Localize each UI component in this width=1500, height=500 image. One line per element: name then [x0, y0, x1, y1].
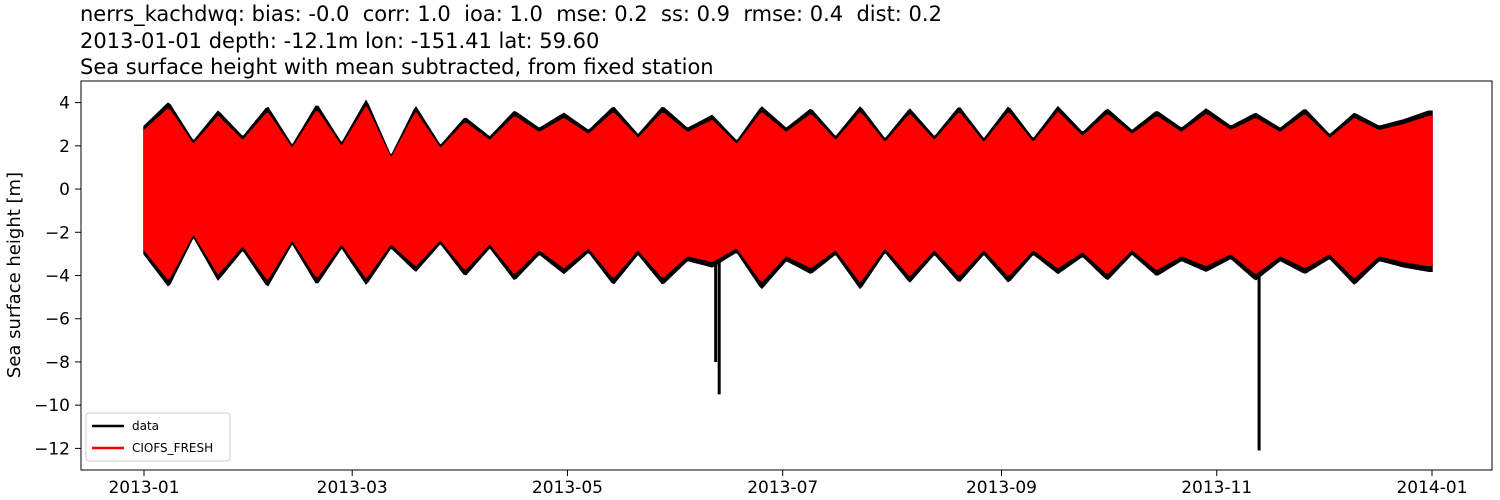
x-tick-label: 2013-01	[108, 478, 179, 498]
y-tick-label: 4	[59, 94, 70, 114]
y-tick-label: −4	[45, 267, 70, 287]
y-tick-label: −10	[34, 396, 70, 416]
legend: data CIOFS_FRESH	[85, 412, 231, 462]
legend-label-ciofs: CIOFS_FRESH	[132, 441, 213, 455]
y-tick-label: −6	[45, 310, 70, 330]
legend-label-data: data	[132, 419, 159, 433]
series-ciofs-line	[143, 110, 1433, 278]
y-tick-label: −8	[45, 353, 70, 373]
y-axis-label: Sea surface height [m]	[4, 172, 25, 378]
chart-title-line-1: nerrs_kachdwq: bias: -0.0 corr: 1.0 ioa:…	[80, 2, 942, 26]
y-tick-label: −2	[45, 223, 70, 243]
x-tick-label: 2013-05	[532, 478, 603, 498]
y-tick-label: −12	[34, 439, 70, 459]
chart-title-line-2: 2013-01-01 depth: -12.1m lon: -151.41 la…	[80, 29, 600, 53]
x-tick-label: 2013-09	[966, 478, 1037, 498]
y-axis: 4 2 0 −2 −4 −6 −8 −10 −12	[34, 94, 81, 459]
x-axis: 2013-01 2013-03 2013-05 2013-07 2013-09 2013-…	[108, 470, 1468, 498]
series-layer	[143, 99, 1433, 451]
x-tick-label: 2013-03	[317, 478, 388, 498]
x-tick-label: 2013-11	[1181, 478, 1252, 498]
x-tick-label: 2014-01	[1396, 478, 1467, 498]
x-tick-label: 2013-07	[747, 478, 818, 498]
chart-title-line-3: Sea surface height with mean subtracted,…	[80, 55, 714, 79]
y-tick-label: 2	[59, 137, 70, 157]
y-tick-label: 0	[59, 180, 70, 200]
